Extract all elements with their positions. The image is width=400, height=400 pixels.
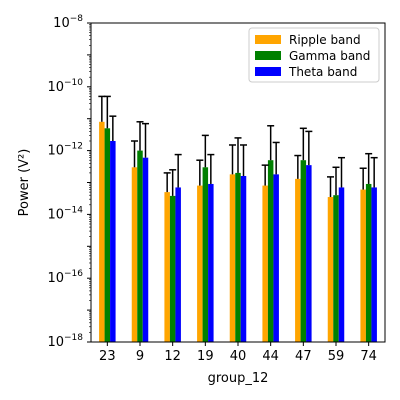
bar xyxy=(333,195,339,342)
x-tick-label: 44 xyxy=(262,349,279,364)
bar xyxy=(110,140,116,342)
bar xyxy=(306,165,312,342)
x-tick-label: 9 xyxy=(136,349,144,364)
y-axis-title: Power (V²) xyxy=(17,149,32,217)
bar xyxy=(104,128,111,342)
x-axis: 23 9 12 19 40 44 47 59 74 xyxy=(99,342,377,364)
x-tick-label: 47 xyxy=(295,349,312,364)
bar xyxy=(202,167,209,342)
y-axis: 10−18 10−16 10−14 10−12 10−10 10−8 xyxy=(47,14,91,350)
x-tick-label: 23 xyxy=(99,349,116,364)
bar xyxy=(327,197,334,342)
x-tick-label: 19 xyxy=(197,349,214,364)
legend-box xyxy=(248,27,380,83)
y-tick-label: 10−12 xyxy=(47,142,83,159)
bar xyxy=(273,174,279,342)
legend-label: Theta band xyxy=(288,65,357,79)
bar xyxy=(235,172,241,342)
bar xyxy=(164,192,170,342)
bar xyxy=(229,174,236,342)
bar-series-group xyxy=(99,121,377,342)
y-tick-label: 10−14 xyxy=(47,205,83,222)
bar xyxy=(300,160,307,342)
bar xyxy=(360,189,366,342)
x-tick-label: 59 xyxy=(328,349,345,364)
y-tick-label: 10−18 xyxy=(47,333,83,350)
x-tick-label: 40 xyxy=(230,349,247,364)
legend-swatch xyxy=(255,51,281,60)
bar xyxy=(175,187,181,342)
bar xyxy=(371,187,377,342)
bar xyxy=(142,157,149,342)
x-axis-title: group_12 xyxy=(208,371,269,386)
bar xyxy=(267,160,274,342)
bar xyxy=(262,185,268,342)
bar xyxy=(295,178,301,342)
x-tick-label: 74 xyxy=(360,349,377,364)
y-tick-label: 10−10 xyxy=(47,78,83,95)
bar xyxy=(99,121,105,342)
bar xyxy=(131,167,138,342)
bar xyxy=(169,195,176,342)
y-tick-label: 10−8 xyxy=(53,14,83,31)
legend-swatch xyxy=(255,67,281,76)
bar xyxy=(240,175,247,342)
error-bar-group xyxy=(98,95,378,198)
bar xyxy=(197,185,203,342)
bar xyxy=(208,183,214,342)
x-tick-label: 12 xyxy=(164,349,181,364)
bar xyxy=(137,150,143,342)
y-tick-label: 10−16 xyxy=(47,269,83,286)
legend-label: Ripple band xyxy=(289,33,361,47)
legend: Ripple band Gamma band Theta band xyxy=(248,27,380,83)
bar xyxy=(365,183,372,342)
bar xyxy=(338,187,345,342)
legend-swatch xyxy=(255,35,281,44)
legend-label: Gamma band xyxy=(289,49,370,63)
